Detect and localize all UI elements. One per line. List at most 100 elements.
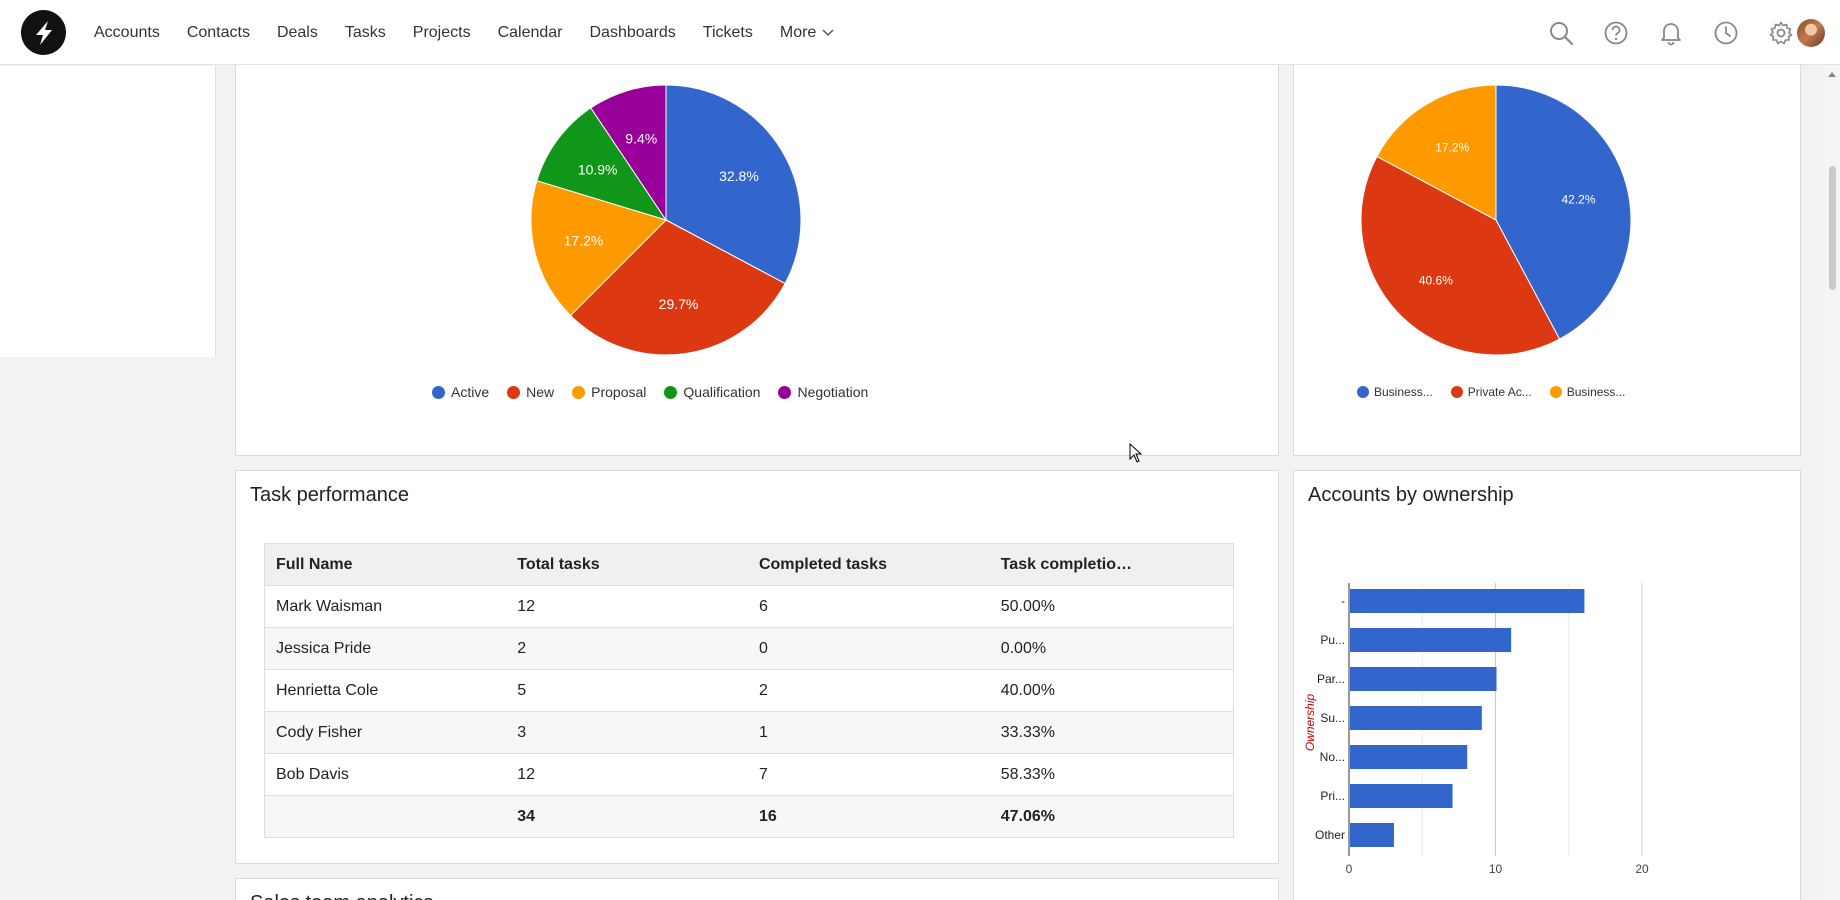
table-cell: 5 xyxy=(506,669,748,712)
accounts-by-ownership-panel: Accounts by ownership - Pu... Par... Su... N… xyxy=(1293,470,1801,900)
pie-slice-label: 17.2% xyxy=(1435,140,1469,154)
lightning-logo[interactable] xyxy=(21,10,66,55)
table-total-cell: 34 xyxy=(506,795,748,838)
clock-icon[interactable] xyxy=(1713,20,1739,46)
column-header-completed-tasks[interactable]: Completed tasks xyxy=(747,543,990,586)
table-cell: Bob Davis xyxy=(264,753,507,796)
table-cell: Jessica Pride xyxy=(264,627,507,670)
panel-title: Accounts by ownership xyxy=(1308,484,1514,506)
top-navigation-bar: Accounts Contacts Deals Tasks Projects C… xyxy=(0,0,1840,65)
nav-more-button[interactable]: More xyxy=(780,24,834,42)
table-cell: 0.00% xyxy=(989,627,1234,670)
legend-dot xyxy=(507,385,521,399)
bar[interactable] xyxy=(1350,823,1394,847)
pie-slice-label: 17.2% xyxy=(564,233,604,249)
sidebar-panel xyxy=(0,66,216,357)
table-cell: 1 xyxy=(747,711,990,754)
legend-dot xyxy=(432,385,445,399)
table-total-row: 34 16 47.06% xyxy=(264,795,1234,838)
pie-slice[interactable] xyxy=(536,107,668,221)
legend-item[interactable]: Private Ac... xyxy=(1450,385,1532,399)
nav-item-accounts[interactable]: Accounts xyxy=(94,23,160,41)
table-row[interactable]: Bob Davis 12 7 58.33% xyxy=(264,753,1234,796)
legend-label: Negotiation xyxy=(797,384,869,400)
bar[interactable] xyxy=(1350,706,1482,730)
legend-item[interactable]: Proposal xyxy=(572,384,646,400)
nav-item-contacts[interactable]: Contacts xyxy=(186,23,250,41)
lightning-logo-mark xyxy=(35,20,52,45)
pie-slice[interactable] xyxy=(590,84,667,222)
table-cell: 58.33% xyxy=(989,753,1234,796)
table-row[interactable]: Jessica Pride 2 0 0.00% xyxy=(264,627,1234,670)
legend-item[interactable]: Negotiation xyxy=(778,384,868,400)
category-tick-label: - xyxy=(1341,594,1345,608)
bar[interactable] xyxy=(1350,628,1512,652)
y-axis-label: Ownership xyxy=(1303,693,1317,751)
pie-slice-label: 32.8% xyxy=(719,168,759,184)
table-row[interactable]: Mark Waisman 12 6 50.00% xyxy=(264,585,1234,628)
nav-item-tickets[interactable]: Tickets xyxy=(702,23,753,41)
chevron-down-icon xyxy=(822,28,834,36)
x-tick-label: 10 xyxy=(1489,862,1503,876)
legend-label: Proposal xyxy=(591,384,647,400)
pie-chart-deals: 32.8% 29.7% 17.2% 10.9% 9.4% xyxy=(530,84,802,356)
nav-more-label: More xyxy=(779,23,817,41)
pie-slice[interactable] xyxy=(1376,84,1497,221)
table-cell: 33.33% xyxy=(989,711,1234,754)
bar[interactable] xyxy=(1350,667,1497,691)
scrollbar-thumb[interactable] xyxy=(1829,166,1836,290)
legend-item[interactable]: Business... xyxy=(1357,385,1433,399)
bar[interactable] xyxy=(1350,784,1453,808)
task-performance-table: Full Name Total tasks Completed tasks Ta… xyxy=(264,543,1234,838)
help-icon[interactable] xyxy=(1603,20,1629,46)
scroll-up-arrow[interactable] xyxy=(1828,72,1836,77)
mouse-cursor-icon xyxy=(1129,443,1143,463)
deals-by-stage-panel: 32.8% 29.7% 17.2% 10.9% 9.4% Active New Propos… xyxy=(235,56,1279,456)
table-row[interactable]: Henrietta Cole 5 2 40.00% xyxy=(264,669,1234,712)
search-icon[interactable] xyxy=(1548,20,1574,46)
legend-dot xyxy=(664,385,678,399)
pie-slice[interactable] xyxy=(665,84,802,285)
legend-label: Active xyxy=(451,384,490,400)
nav-item-calendar[interactable]: Calendar xyxy=(497,23,563,41)
legend-item[interactable]: New xyxy=(507,384,554,400)
pie-slice[interactable] xyxy=(1495,84,1632,340)
gear-icon[interactable] xyxy=(1768,20,1794,46)
nav-item-projects[interactable]: Projects xyxy=(412,23,471,41)
column-header-full-name[interactable]: Full Name xyxy=(264,543,507,586)
legend-dot xyxy=(572,385,586,399)
table-cell: Mark Waisman xyxy=(264,585,507,628)
table-header-row: Full Name Total tasks Completed tasks Ta… xyxy=(264,543,1234,586)
legend-item[interactable]: Active xyxy=(432,384,489,400)
user-avatar[interactable] xyxy=(1797,19,1825,47)
column-header-task-completion[interactable]: Task completio… xyxy=(989,543,1234,586)
legend-label: Business... xyxy=(1374,385,1433,399)
column-header-total-tasks[interactable]: Total tasks xyxy=(506,543,748,586)
legend-label: New xyxy=(526,384,555,400)
legend-item[interactable]: Qualification xyxy=(664,384,760,400)
category-tick-label: No... xyxy=(1320,750,1345,764)
table-cell: 2 xyxy=(747,669,990,712)
x-tick-label: 20 xyxy=(1635,862,1649,876)
nav-item-dashboards[interactable]: Dashboards xyxy=(589,23,676,41)
legend-dot xyxy=(778,385,792,399)
category-tick-label: Pu... xyxy=(1320,633,1345,647)
legend-item[interactable]: Business... xyxy=(1549,385,1625,399)
bar[interactable] xyxy=(1350,589,1585,613)
legend-label: Private Ac... xyxy=(1467,385,1532,399)
x-tick-label: 0 xyxy=(1346,862,1353,876)
table-cell: 7 xyxy=(747,753,990,796)
pie-slice[interactable] xyxy=(530,180,667,317)
pie-slice[interactable] xyxy=(569,219,786,356)
nav-item-deals[interactable]: Deals xyxy=(276,23,318,41)
pie-slice[interactable] xyxy=(1360,155,1561,356)
table-cell: 0 xyxy=(747,627,990,670)
table-cell: 40.00% xyxy=(989,669,1234,712)
bell-icon[interactable] xyxy=(1658,20,1684,46)
table-row[interactable]: Cody Fisher 3 1 33.33% xyxy=(264,711,1234,754)
page-scrollbar[interactable] xyxy=(1825,66,1840,900)
nav-item-tasks[interactable]: Tasks xyxy=(344,23,386,41)
task-performance-panel: Task performance Full Name Total tasks C… xyxy=(235,470,1279,864)
table-cell: Cody Fisher xyxy=(264,711,507,754)
bar[interactable] xyxy=(1350,745,1468,769)
